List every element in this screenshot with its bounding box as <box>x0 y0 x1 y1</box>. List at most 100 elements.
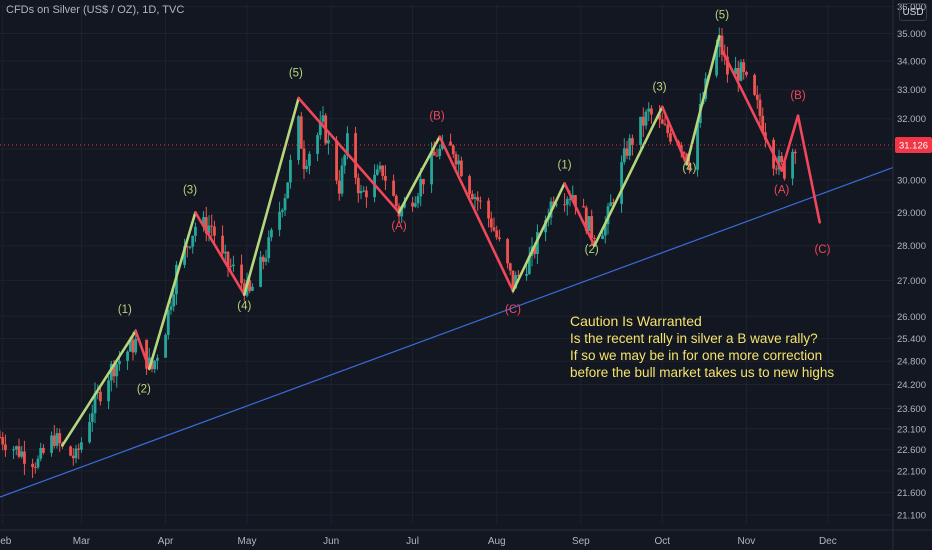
candle <box>451 144 455 158</box>
candle <box>384 164 387 191</box>
candle-body <box>565 199 569 205</box>
candle <box>223 244 227 263</box>
time-tick-label: Sep <box>572 536 590 547</box>
candle <box>297 115 300 165</box>
candle-body <box>631 138 634 146</box>
candle-body <box>346 133 349 156</box>
candle-body <box>669 133 672 142</box>
candle-body <box>603 224 607 236</box>
candle-body <box>394 195 398 207</box>
wave-path-projection-A <box>720 48 784 172</box>
candle <box>755 85 759 109</box>
candle-body <box>622 148 626 163</box>
candle-body <box>644 111 648 126</box>
candle-body <box>302 148 306 170</box>
wave-path-projection-C <box>796 114 822 224</box>
candle-body <box>715 47 718 76</box>
wave-label: (3) <box>653 82 667 94</box>
candle <box>270 227 273 242</box>
candle-body <box>639 116 642 146</box>
candle-body <box>536 232 539 254</box>
candle-body <box>460 160 463 177</box>
candle-body <box>4 444 7 451</box>
wave-label: (5) <box>289 67 303 79</box>
candle <box>226 250 230 278</box>
candle <box>20 445 24 459</box>
candle-body <box>264 258 268 262</box>
price-tick-label: 21.600 <box>897 488 926 499</box>
wave-path-correction-C <box>438 135 515 293</box>
candle <box>639 116 642 149</box>
candle <box>33 462 37 474</box>
candle-body <box>590 216 594 238</box>
candle-body <box>568 198 572 200</box>
candle <box>251 283 254 292</box>
candle-body <box>17 446 21 457</box>
time-tick-label: May <box>238 536 257 547</box>
candle-body <box>375 169 379 175</box>
candle <box>283 193 287 217</box>
support-trendline <box>0 166 894 498</box>
candle <box>460 156 463 178</box>
candle-body <box>650 108 653 115</box>
candle <box>343 153 347 174</box>
candle-body <box>571 195 575 199</box>
candle-body <box>248 280 252 291</box>
wave-label: (2) <box>137 383 151 395</box>
candle <box>0 430 2 439</box>
candle-body <box>107 380 110 402</box>
symbol-title[interactable]: CFDs on Silver (US$ / OZ), 1D, TVC <box>6 4 185 16</box>
candle <box>69 445 72 457</box>
candle <box>375 164 379 176</box>
candle <box>321 106 325 127</box>
annotation-line: before the bull market takes us to new h… <box>570 365 835 380</box>
price-tick-label: 24.800 <box>897 357 926 368</box>
candle-body <box>489 218 493 228</box>
candle-body <box>23 451 26 464</box>
candle-body <box>647 108 651 112</box>
price-tick-label: 27.000 <box>897 276 926 287</box>
time-axis: Feb Mar Apr May Jun Jul Aug Sep Oct Nov Dec <box>0 529 932 547</box>
candle-body <box>555 204 558 206</box>
candle <box>492 217 496 232</box>
candle-body <box>109 363 113 381</box>
candle <box>476 191 480 211</box>
candle <box>191 235 195 254</box>
currency-button[interactable]: USD <box>899 3 927 21</box>
wave-path-wave-1-up <box>511 182 566 293</box>
time-tick-label: Aug <box>488 536 506 547</box>
candle <box>468 174 471 198</box>
candle <box>411 196 414 212</box>
candle <box>115 363 119 388</box>
price-tick-label: 36.000 <box>897 2 926 13</box>
candle-body <box>169 306 173 311</box>
candle <box>248 278 252 294</box>
candle <box>625 140 629 160</box>
candle-body <box>413 203 417 207</box>
wave-path-wave-5-up <box>685 34 721 166</box>
price-tick-label: 22.600 <box>897 445 926 456</box>
candle-body <box>12 449 15 451</box>
wave-path-wave-4-down <box>660 105 689 166</box>
candle <box>169 300 173 315</box>
candle-body <box>335 140 338 181</box>
wave-label: (4) <box>682 163 696 175</box>
candle-body <box>511 270 515 289</box>
candle-body <box>506 239 509 264</box>
wave-path-corrective-2 <box>134 329 151 371</box>
candle-body <box>658 114 661 120</box>
candle <box>479 196 482 210</box>
candle <box>145 339 148 375</box>
candle-body <box>166 310 170 335</box>
candle-body <box>58 433 62 444</box>
candle <box>544 215 547 242</box>
candle-body <box>739 62 743 81</box>
candle-body <box>720 35 724 55</box>
candle-body <box>685 153 689 163</box>
price-tick-label: 32.000 <box>897 114 926 125</box>
candle <box>74 444 78 464</box>
candle <box>381 165 385 181</box>
candle-body <box>688 162 691 170</box>
wave-path-correction-A <box>297 96 401 214</box>
